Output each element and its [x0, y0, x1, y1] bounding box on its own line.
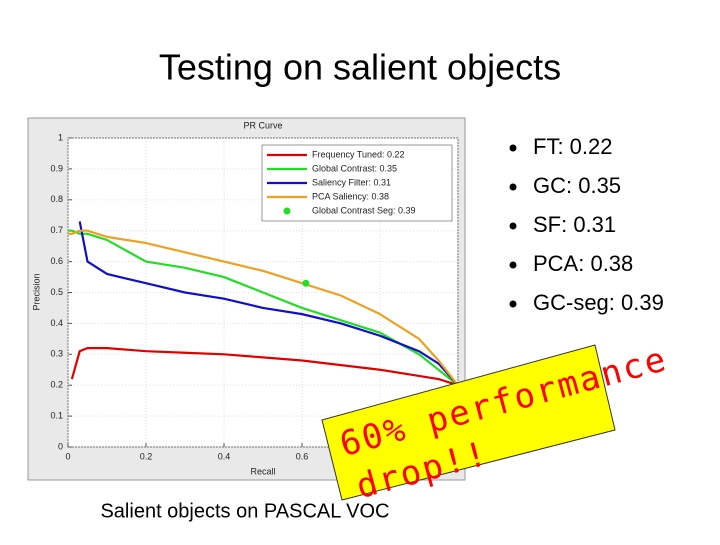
data-point — [302, 279, 310, 287]
bullet-text: GC: 0.35 — [533, 173, 621, 198]
legend-label: Frequency Tuned: 0.22 — [312, 149, 405, 159]
y-axis-label: Precision — [31, 273, 41, 310]
y-tick-label: 0.6 — [50, 256, 63, 266]
legend-marker — [283, 207, 291, 215]
y-tick-label: 0.2 — [50, 380, 63, 390]
y-tick-label: 0.4 — [50, 318, 63, 328]
x-tick-label: 0.6 — [296, 451, 309, 461]
caption: Salient objects on PASCAL VOC — [100, 500, 389, 522]
y-tick-label: 0 — [58, 441, 63, 451]
legend-label: PCA Saliency: 0.38 — [312, 191, 389, 201]
y-tick-label: 0.1 — [50, 410, 63, 420]
bullet-dot — [509, 183, 517, 191]
x-tick-label: 0 — [65, 451, 70, 461]
bullet-text: PCA: 0.38 — [533, 251, 633, 276]
y-tick-label: 0.5 — [50, 287, 63, 297]
bullet-text: FT: 0.22 — [533, 134, 612, 159]
bullet-list: FT: 0.22 GC: 0.35 SF: 0.31 PCA: 0.38 GC-seg:… — [509, 134, 664, 315]
bullet-text: SF: 0.31 — [533, 212, 616, 237]
x-tick-label: 0.2 — [140, 451, 153, 461]
x-axis-label: Recall — [250, 466, 275, 476]
bullet-dot — [509, 261, 517, 269]
bullet-dot — [509, 300, 517, 308]
bullet-dot — [509, 222, 517, 230]
series-line — [70, 347, 459, 387]
legend-label: Saliency Filter: 0.31 — [312, 177, 391, 187]
series-line — [78, 221, 459, 386]
y-tick-label: 0.8 — [50, 194, 63, 204]
y-tick-label: 0.3 — [50, 349, 63, 359]
slide-title: Testing on salient objects — [159, 47, 561, 88]
y-tick-label: 0.9 — [50, 163, 63, 173]
bullet-text: GC-seg: 0.39 — [533, 290, 664, 315]
y-tick-label: 1 — [58, 132, 63, 142]
chart-title: PR Curve — [243, 120, 282, 130]
y-tick-label: 0.7 — [50, 225, 63, 235]
legend-label: Global Contrast Seg: 0.39 — [312, 205, 416, 215]
bullet-dot — [509, 144, 517, 152]
x-tick-label: 0.4 — [218, 451, 231, 461]
series-line — [68, 229, 459, 386]
legend-label: Global Contrast: 0.35 — [312, 163, 397, 173]
callout-box — [321, 344, 616, 501]
chart: 00.10.20.30.40.50.60.70.80.9100.20.40.60… — [50, 132, 460, 461]
